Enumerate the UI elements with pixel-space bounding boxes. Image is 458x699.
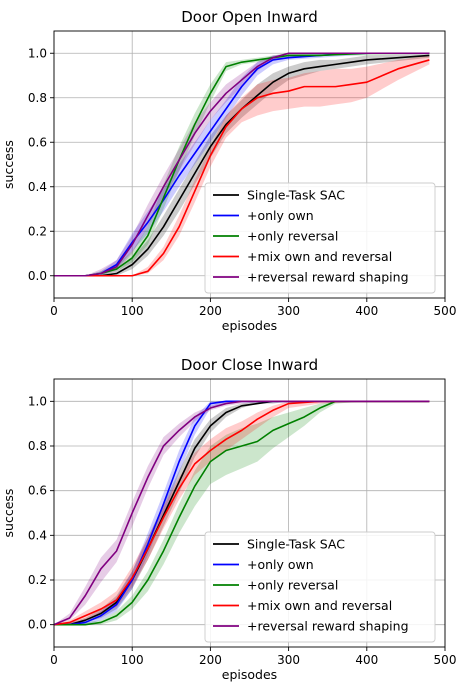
legend-entry: +only reversal bbox=[247, 578, 338, 593]
y-tick-label: 1.0 bbox=[28, 394, 47, 408]
x-tick-label: 100 bbox=[121, 653, 144, 667]
legend: Single-Task SAC +only own +only reversal +m… bbox=[204, 531, 436, 643]
legend: Single-Task SAC +only own +only reversal +m… bbox=[204, 182, 436, 294]
chart-panel-1: 0 100 200 300 400 500 0.0 0.2 0.4 0.6 0.8 1.0 Door O… bbox=[1, 8, 456, 333]
y-tick-label: 0.0 bbox=[28, 269, 47, 283]
plot-area bbox=[54, 52, 430, 277]
x-tick-label: 0 bbox=[50, 304, 58, 318]
chart-panel-2: 0 100 200 300 400 500 0.0 0.2 0.4 0.6 0.8 1.0 Door C… bbox=[1, 356, 456, 682]
y-tick-label: 0.8 bbox=[28, 439, 47, 453]
y-axis-label: success bbox=[1, 140, 16, 189]
axes-frame bbox=[53, 378, 446, 648]
y-tick-label: 0.4 bbox=[28, 528, 47, 542]
y-tick-label: 0.0 bbox=[28, 618, 47, 632]
chart-title: Door Close Inward bbox=[181, 356, 318, 374]
axes-frame bbox=[53, 30, 446, 299]
x-tick-label: 200 bbox=[199, 653, 222, 667]
y-tick-label: 0.8 bbox=[28, 91, 47, 105]
legend-entry: +only own bbox=[247, 208, 314, 223]
y-tick-label: 0.2 bbox=[28, 224, 47, 238]
y-tick-label: 0.4 bbox=[28, 180, 47, 194]
legend-entry: +reversal reward shaping bbox=[247, 270, 409, 285]
legend-entry: +reversal reward shaping bbox=[247, 619, 409, 634]
y-tick-label: 0.6 bbox=[28, 484, 47, 498]
confidence-band bbox=[54, 401, 430, 625]
legend-entry: +only own bbox=[247, 557, 314, 572]
x-tick-label: 300 bbox=[277, 653, 300, 667]
x-axis-label: episodes bbox=[222, 318, 277, 333]
legend-entry: +mix own and reversal bbox=[247, 249, 392, 264]
y-axis-label: success bbox=[1, 489, 16, 538]
legend-box bbox=[204, 182, 436, 294]
legend-entry: +mix own and reversal bbox=[247, 598, 392, 613]
series-line bbox=[54, 52, 430, 277]
x-tick-label: 300 bbox=[277, 304, 300, 318]
series-line bbox=[54, 400, 430, 626]
confidence-band bbox=[54, 55, 430, 276]
confidence-band bbox=[54, 53, 430, 276]
x-tick-label: 400 bbox=[355, 304, 378, 318]
y-tick-label: 0.2 bbox=[28, 573, 47, 587]
legend-box bbox=[204, 531, 436, 643]
legend-entry: Single-Task SAC bbox=[247, 188, 345, 203]
series-line bbox=[54, 400, 430, 626]
x-tick-label: 200 bbox=[199, 304, 222, 318]
series-line bbox=[54, 52, 430, 277]
chart-title: Door Open Inward bbox=[181, 8, 318, 26]
series-line bbox=[54, 59, 430, 277]
x-tick-label: 500 bbox=[434, 304, 457, 318]
x-tick-label: 400 bbox=[355, 653, 378, 667]
y-tick-label: 1.0 bbox=[28, 46, 47, 60]
series-line bbox=[54, 54, 430, 277]
x-tick-label: 0 bbox=[50, 653, 58, 667]
series-line bbox=[54, 400, 430, 626]
plot-area bbox=[54, 400, 430, 626]
y-tick-label: 0.6 bbox=[28, 135, 47, 149]
confidence-band bbox=[54, 53, 430, 276]
legend-entry: +only reversal bbox=[247, 229, 338, 244]
x-tick-label: 100 bbox=[121, 304, 144, 318]
legend-entry: Single-Task SAC bbox=[247, 537, 345, 552]
x-axis-label: episodes bbox=[222, 667, 277, 682]
x-tick-label: 500 bbox=[434, 653, 457, 667]
